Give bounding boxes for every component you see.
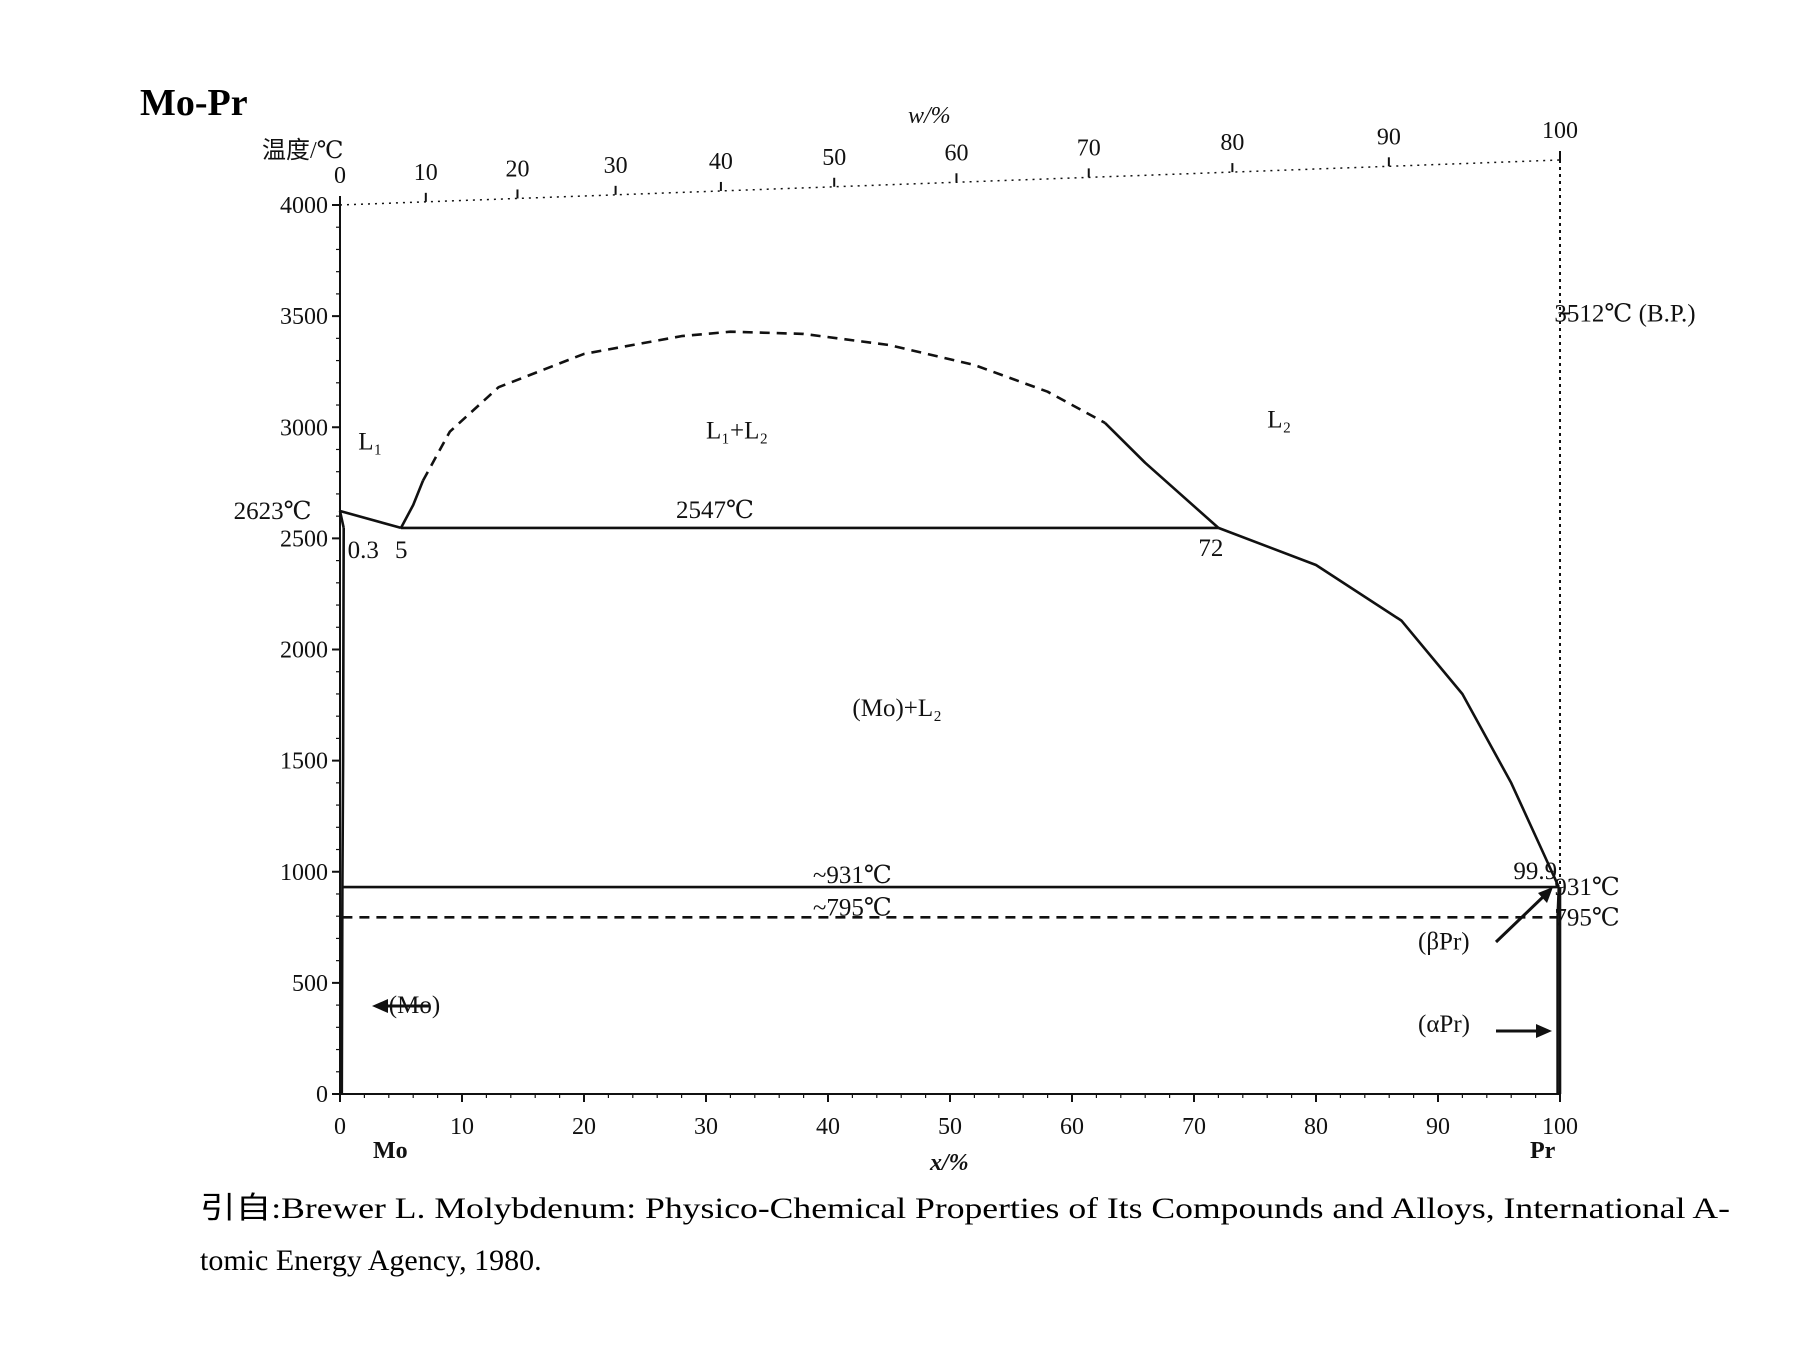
y-tick-label: 1500 (280, 749, 328, 775)
annotation-label: (αPr) (1418, 1011, 1470, 1038)
annotation-label: 2547℃ (676, 497, 754, 524)
phase-boundary-10 (1556, 887, 1561, 1094)
x-tick-label: 30 (694, 1114, 718, 1140)
y-tick-label: 3500 (280, 304, 328, 330)
x-tick-label: 100 (1542, 1114, 1578, 1140)
y-tick-label: 2500 (280, 526, 328, 552)
top-tick-label: 100 (1542, 118, 1578, 144)
plot-frame (339, 159, 1561, 1095)
annotation-label: 795℃ (1554, 904, 1619, 931)
x-axis-title: x/% (929, 1150, 969, 1176)
alpha-pr-arrow-head (1536, 1024, 1552, 1038)
top-axis-line (339, 159, 1561, 206)
top-tick-label: 10 (414, 160, 438, 186)
top-tick-label: 90 (1377, 124, 1401, 150)
x-tick-label: 40 (816, 1114, 840, 1140)
phase-boundary-7 (1217, 526, 1560, 888)
y-tick-label: 0 (316, 1082, 328, 1108)
y-tick-label: 2000 (280, 638, 328, 664)
x-tick-label: 60 (1060, 1114, 1084, 1140)
annotation-label: 2623℃ (234, 498, 312, 525)
annotation-label: (βPr) (1418, 929, 1470, 956)
top-tick-label: 40 (709, 149, 733, 175)
annotation-label: 3512℃ (B.P.) (1554, 300, 1695, 327)
phase-annotations: 2623℃ 0.3 5 2547℃ 72 L₁ L₁+L₂ L₂ (Mo)+L₂ ~931℃ ~79… (234, 300, 1696, 1037)
x-tick-label: 80 (1304, 1114, 1328, 1140)
top-tick-label: 60 (944, 140, 968, 166)
x-axis-ticks: 0 10 20 30 40 50 60 70 80 90 100 (334, 1094, 1578, 1140)
y-tick-label: 1000 (280, 860, 328, 886)
top-tick-label: 20 (505, 156, 529, 182)
caption-line-2: tomic Energy Agency, 1980. (200, 1244, 542, 1277)
annotation-label: 5 (395, 537, 408, 564)
top-tick-label: 80 (1220, 130, 1244, 156)
annotation-label: 931℃ (1554, 874, 1619, 901)
phase-boundary-0 (338, 510, 345, 529)
top-tick-label: 50 (822, 145, 846, 171)
mo-arrow-head (372, 999, 388, 1013)
annotation-label: 72 (1198, 535, 1223, 562)
arrows (372, 887, 1553, 1038)
annotation-label: L₁+L₂ (706, 417, 768, 444)
y-tick-label: 500 (292, 971, 328, 997)
phase-boundaries (338, 330, 1562, 1095)
x-tick-label: 70 (1182, 1114, 1206, 1140)
element-label-right: Pr (1530, 1138, 1556, 1164)
phase-boundary-4 (421, 330, 1106, 482)
phase-boundary-3 (399, 480, 425, 529)
y-tick-label: 4000 (280, 193, 328, 219)
x-tick-label: 50 (938, 1114, 962, 1140)
y-axis-title: 温度/℃ (262, 137, 344, 164)
x-tick-label: 90 (1426, 1114, 1450, 1140)
annotation-label: ~795℃ (813, 894, 892, 921)
phase-boundary-5 (1103, 421, 1220, 529)
annotation-label: (Mo)+L₂ (852, 695, 941, 722)
x-tick-label: 0 (334, 1114, 346, 1140)
annotation-label: 0.3 (348, 537, 379, 564)
y-axis-ticks: 0 500 1000 1500 2000 2500 3000 3500 4000 (280, 193, 340, 1108)
element-label-left: Mo (373, 1138, 408, 1164)
annotation-label: L₁ (358, 428, 382, 455)
phase-boundary-1 (340, 527, 345, 1095)
top-tick-label: 70 (1077, 135, 1101, 161)
annotation-label: ~931℃ (813, 862, 892, 889)
x-tick-label: 20 (572, 1114, 596, 1140)
x-tick-label: 10 (450, 1114, 474, 1140)
annotation-label: 99.9 (1513, 858, 1557, 885)
top-axis-title: w/% (908, 103, 951, 129)
beta-pr-arrow (1494, 893, 1547, 944)
caption-line-1: 引自:Brewer L. Molybdenum: Physico-Chemica… (200, 1192, 1730, 1225)
top-tick-label: 0 (334, 163, 346, 189)
annotation-label: L₂ (1267, 406, 1291, 433)
chart-title: Mo-Pr (140, 82, 248, 124)
y-tick-label: 3000 (280, 415, 328, 441)
beta-pr-arrow-head (1538, 887, 1553, 903)
phase-boundary-2 (339, 509, 402, 530)
top-axis-ticks: 0 10 20 30 40 50 60 70 80 90 100 (334, 118, 1578, 205)
top-tick-label: 30 (604, 153, 628, 179)
